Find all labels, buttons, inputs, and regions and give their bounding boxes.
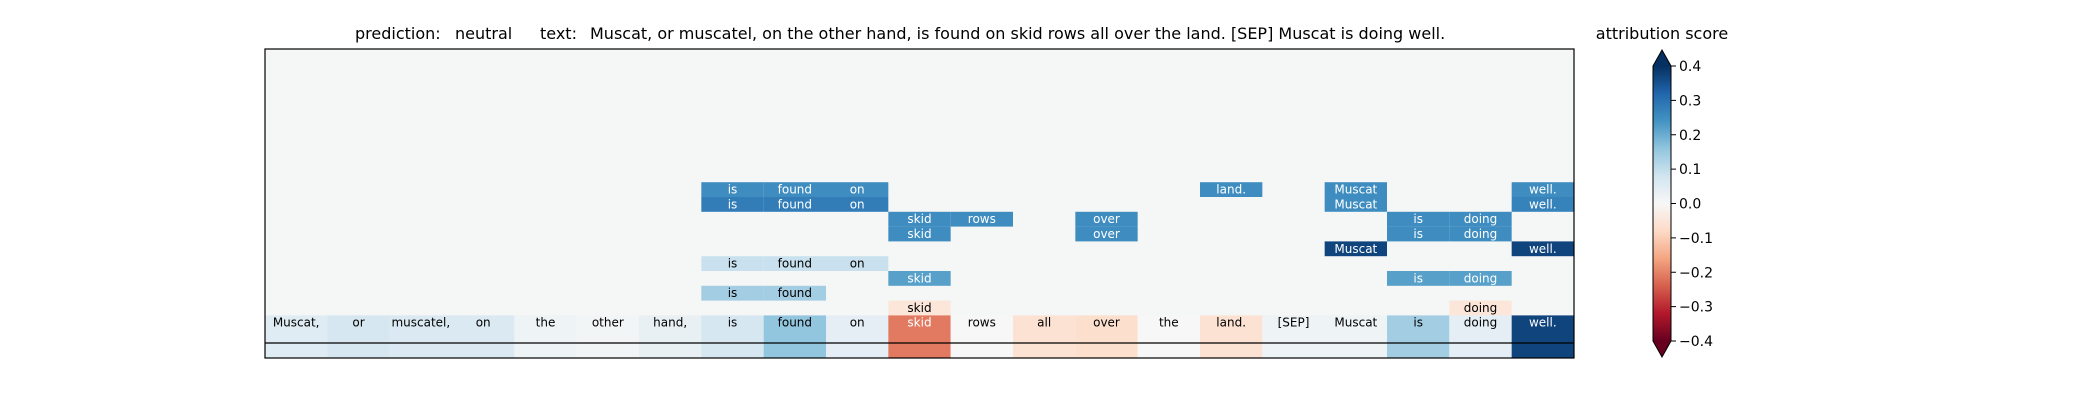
token-label: or [352, 315, 364, 329]
colorbar-ticks: 0.4 0.3 0.2 0.1 0.0 −0.1 −0.2 −0.3 −0.4 [1671, 59, 1713, 350]
cell-token-label: found [778, 183, 812, 197]
cell-token-label: doing [1464, 271, 1498, 285]
token-label: skid [907, 315, 931, 329]
cell-token-label: is [728, 286, 738, 300]
colorbar-tick-label: 0.2 [1679, 128, 1701, 144]
cell-token-label: found [778, 197, 812, 211]
cell-token-label: land. [1216, 183, 1246, 197]
colorbar-extend-top [1653, 50, 1671, 66]
prediction-label: prediction: [355, 24, 441, 43]
token-label: all [1037, 315, 1051, 329]
token-label: Muscat [1334, 315, 1377, 329]
cell-token-label: is [728, 183, 738, 197]
cell-token-label: well. [1529, 242, 1557, 256]
cell-token-label: is [1413, 212, 1423, 226]
colorbar-title: attribution score [1596, 24, 1728, 43]
colorbar-tick-label: 0.4 [1679, 59, 1701, 75]
text-value: Muscat, or muscatel, on the other hand, … [590, 24, 1445, 43]
token-label: rows [968, 315, 996, 329]
colorbar-tick-label: −0.1 [1679, 231, 1713, 247]
colorbar-gradient [1653, 66, 1671, 341]
cell-token-label: Muscat [1334, 197, 1377, 211]
token-label: land. [1216, 315, 1246, 329]
token-label: muscatel, [391, 315, 450, 329]
cell-token-label: on [850, 197, 865, 211]
colorbar-tick-label: 0.1 [1679, 162, 1701, 178]
token-label: over [1093, 315, 1120, 329]
token-label: is [1413, 315, 1423, 329]
token-label: Muscat, [273, 315, 320, 329]
token-label: is [728, 315, 738, 329]
cell-token-label: Muscat [1334, 183, 1377, 197]
cell-token-label: over [1093, 227, 1120, 241]
cell-token-label: skid [907, 212, 931, 226]
cell-token-label: doing [1464, 301, 1498, 315]
cell-token-label: is [1413, 227, 1423, 241]
token-label: found [778, 315, 812, 329]
cell-token-label: is [728, 197, 738, 211]
cell-token-label: on [850, 257, 865, 271]
colorbar-extend-bottom [1653, 341, 1671, 357]
token-label: other [592, 315, 624, 329]
token-label: the [1159, 315, 1179, 329]
token-label: the [536, 315, 556, 329]
colorbar-tick-label: 0.0 [1679, 197, 1701, 213]
colorbar-tick-label: −0.2 [1679, 265, 1713, 281]
cell-token-label: doing [1464, 227, 1498, 241]
token-label: well. [1529, 315, 1557, 329]
cell-token-label: rows [968, 212, 996, 226]
text-label: text: [540, 24, 577, 43]
cell-token-label: skid [907, 271, 931, 285]
cell-token-label: found [778, 257, 812, 271]
cell-token-label: skid [907, 301, 931, 315]
cell-token-label: well. [1529, 183, 1557, 197]
cell-token-label: is [728, 257, 738, 271]
cell-token-label: on [850, 183, 865, 197]
token-label: on [476, 315, 491, 329]
token-label: on [850, 315, 865, 329]
token-row: Muscat, or muscatel, on the other hand, is found… [265, 315, 1574, 358]
token-label: hand, [653, 315, 687, 329]
cell-token-label: Muscat [1334, 242, 1377, 256]
cell-token-label: skid [907, 227, 931, 241]
colorbar-tick-label: −0.3 [1679, 300, 1713, 316]
cell-token-label: found [778, 286, 812, 300]
cell-token-label: over [1093, 212, 1120, 226]
colorbar-tick-label: 0.3 [1679, 93, 1701, 109]
cell-token-label: is [1413, 271, 1423, 285]
colorbar-tick-label: −0.4 [1679, 334, 1713, 350]
token-label: doing [1464, 315, 1498, 329]
cell-token-label: well. [1529, 197, 1557, 211]
prediction-value: neutral [455, 24, 512, 43]
token-label: [SEP] [1278, 315, 1310, 329]
cell-token-label: doing [1464, 212, 1498, 226]
